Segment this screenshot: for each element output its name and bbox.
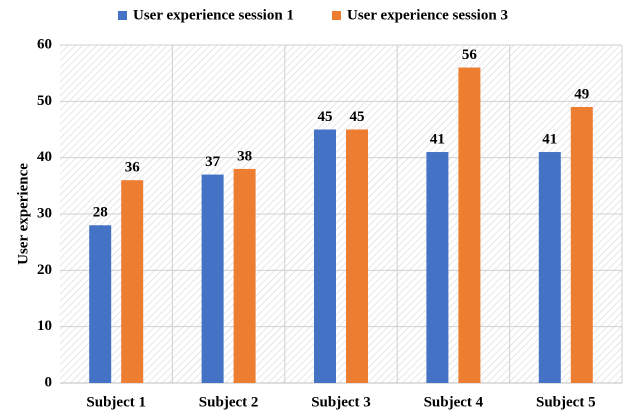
bar (201, 174, 224, 383)
bar (570, 106, 593, 383)
bar (314, 129, 336, 383)
data-label: 56 (462, 47, 478, 63)
bar (426, 152, 449, 383)
data-label: 45 (318, 109, 333, 125)
bar (89, 225, 112, 383)
y-tick-label: 0 (45, 374, 53, 390)
x-tick-label: Subject 4 (424, 394, 484, 410)
y-tick-label: 10 (37, 318, 52, 334)
data-label: 37 (205, 154, 221, 170)
data-label: 45 (350, 109, 365, 125)
data-label: 36 (125, 160, 141, 176)
y-axis-label: User experience (15, 163, 31, 265)
legend-label: User experience session 3 (347, 7, 508, 23)
y-tick-label: 40 (37, 149, 52, 165)
data-label: 28 (93, 205, 108, 221)
y-tick-label: 50 (37, 93, 52, 109)
data-label: 49 (574, 86, 589, 102)
legend-swatch (118, 11, 127, 20)
y-tick-label: 60 (37, 36, 52, 52)
legend-swatch (332, 11, 341, 20)
bar (121, 180, 144, 383)
x-tick-label: Subject 5 (536, 394, 596, 410)
bar (458, 67, 481, 384)
bar (233, 168, 256, 383)
legend-label: User experience session 1 (133, 7, 294, 23)
bar (538, 152, 561, 383)
y-tick-label: 30 (37, 205, 52, 221)
y-tick-label: 20 (37, 262, 52, 278)
x-tick-label: Subject 1 (86, 394, 146, 410)
data-label: 41 (542, 131, 557, 147)
x-tick-label: Subject 3 (311, 394, 371, 410)
data-label: 41 (430, 131, 445, 147)
x-tick-label: Subject 2 (199, 394, 259, 410)
bar (346, 129, 368, 383)
data-label: 38 (237, 148, 252, 164)
